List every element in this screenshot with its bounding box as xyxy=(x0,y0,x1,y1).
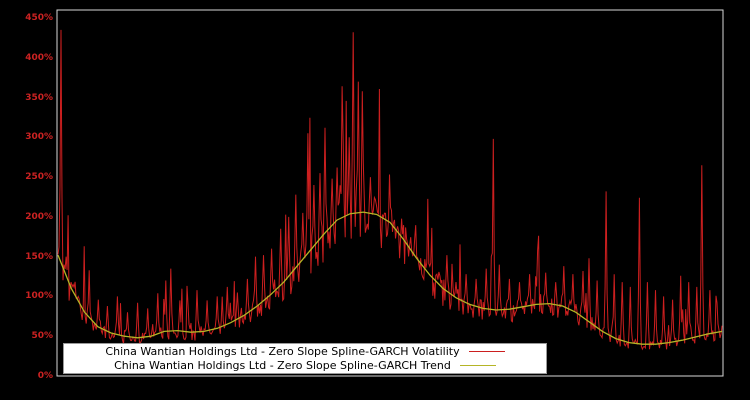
trend-series-line xyxy=(57,211,723,345)
y-tick-label: 400% xyxy=(25,52,53,63)
y-tick-label: 150% xyxy=(25,251,53,262)
y-tick-label: 200% xyxy=(25,211,53,222)
y-tick-label: 0% xyxy=(37,371,53,381)
volatility-series-line xyxy=(57,29,723,351)
plot-border xyxy=(56,9,724,377)
y-tick-label: 350% xyxy=(25,92,53,103)
y-tick-label: 50% xyxy=(31,331,53,342)
y-tick-label: 300% xyxy=(25,132,53,143)
legend-row-volatility: China Wantian Holdings Ltd - Zero Slope … xyxy=(64,345,546,358)
legend-trend-line-sample xyxy=(459,365,496,366)
y-tick-label: 250% xyxy=(25,172,53,183)
legend-label-trend: China Wantian Holdings Ltd - Zero Slope … xyxy=(114,359,451,372)
legend-row-trend: China Wantian Holdings Ltd - Zero Slope … xyxy=(64,359,546,372)
chart-legend: China Wantian Holdings Ltd - Zero Slope … xyxy=(63,343,547,374)
legend-volatility-line-sample xyxy=(468,351,505,352)
legend-label-volatility: China Wantian Holdings Ltd - Zero Slope … xyxy=(105,345,460,358)
y-tick-label: 100% xyxy=(25,291,53,302)
y-tick-label: 450% xyxy=(25,12,53,23)
y-axis-tick-labels: 0% 50% 100% 150% 200% 250% 300% 350% 400% 450% xyxy=(0,0,56,400)
